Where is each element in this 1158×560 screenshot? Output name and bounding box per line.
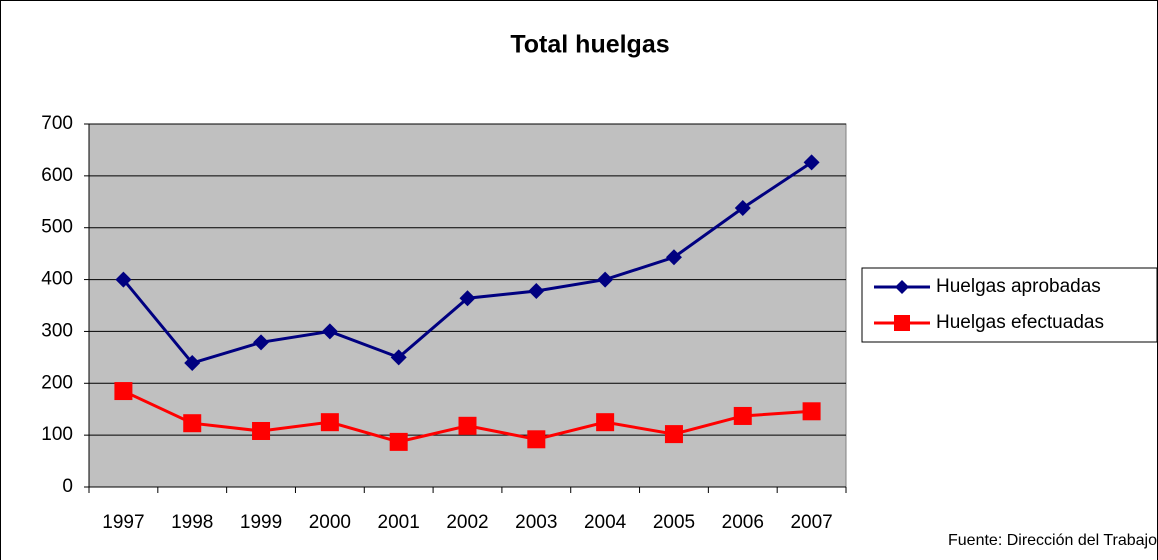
point (253, 334, 270, 351)
legend (861, 267, 1158, 343)
point (252, 421, 271, 440)
point (320, 413, 339, 432)
point (802, 402, 821, 421)
point (596, 413, 615, 432)
point (803, 154, 820, 171)
y-tick-label: 0 (62, 476, 73, 497)
point (527, 430, 546, 449)
point (389, 432, 408, 451)
x-tick-label: 1998 (171, 512, 213, 533)
x-tick-label: 2002 (446, 512, 488, 533)
x-tick-label: 2001 (378, 512, 420, 533)
point (597, 271, 614, 288)
y-tick-label: 200 (41, 372, 73, 393)
y-tick-label: 400 (41, 269, 73, 290)
chart-title: Total huelgas (510, 31, 669, 59)
point (734, 200, 751, 217)
legend-label: Huelgas aprobadas (936, 276, 1101, 297)
point (321, 323, 338, 340)
point (528, 282, 545, 299)
point (894, 315, 910, 331)
y-tick-label: 700 (41, 113, 73, 134)
point (733, 406, 752, 425)
y-tick-label: 300 (41, 320, 73, 341)
x-tick-label: 1999 (240, 512, 282, 533)
x-tick-label: 2005 (653, 512, 695, 533)
y-tick-label: 600 (41, 165, 73, 186)
x-tick-label: 2000 (309, 512, 351, 533)
x-tick-label: 1997 (102, 512, 144, 533)
point (459, 290, 476, 307)
x-tick-label: 2004 (584, 512, 627, 533)
x-tick-label: 2003 (515, 512, 557, 533)
point (390, 349, 407, 366)
x-tick-label: 2006 (722, 512, 764, 533)
legend-label: Huelgas efectuadas (936, 312, 1104, 333)
point (664, 425, 683, 444)
point (115, 271, 132, 288)
x-tick-label: 2007 (790, 512, 832, 533)
y-tick-label: 100 (41, 424, 73, 445)
point (895, 280, 909, 294)
point (458, 416, 477, 435)
point (184, 355, 201, 372)
y-tick-label: 500 (41, 217, 73, 238)
source-note: Fuente: Dirección del Trabajo (948, 532, 1157, 549)
point (114, 382, 133, 401)
point (665, 249, 682, 266)
point (183, 414, 202, 433)
